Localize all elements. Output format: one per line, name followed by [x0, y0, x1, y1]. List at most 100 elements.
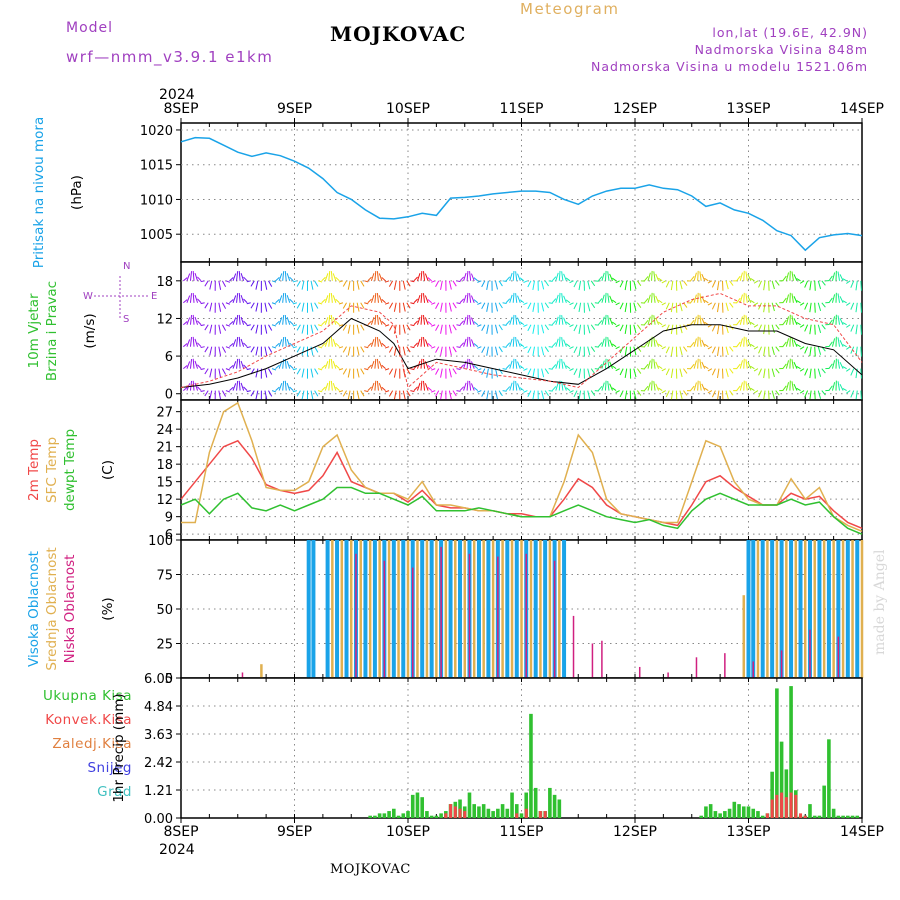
wind-barb — [486, 368, 489, 378]
wind-barb — [615, 302, 620, 306]
wind-barb — [523, 302, 528, 306]
station-title: MOJKOVAC — [330, 22, 467, 46]
wind-barb — [670, 368, 674, 378]
precip-bar-total_precip — [727, 808, 732, 818]
wind-barb — [548, 302, 553, 304]
wind-barb — [644, 363, 649, 369]
wind-barb — [796, 300, 801, 304]
wind-barb — [264, 368, 268, 378]
wind-barb — [624, 302, 628, 313]
cloud-bar-low_cloud — [553, 560, 556, 678]
cloud-bar-mid_cloud — [813, 540, 816, 678]
wind-barb — [697, 380, 699, 391]
wind-barb — [679, 368, 683, 378]
wind-barb — [699, 381, 702, 391]
wind-barb — [477, 390, 482, 393]
wind-barb — [420, 336, 423, 347]
wind-barb — [725, 346, 729, 356]
wind-barb — [771, 346, 775, 356]
wind-barb — [221, 302, 227, 309]
wind-barb — [477, 280, 482, 283]
wind-barb — [565, 277, 571, 282]
wind-barb — [704, 387, 709, 392]
wind-barb — [647, 316, 651, 325]
wind-barb — [821, 368, 826, 374]
wind-barb — [356, 390, 360, 400]
precip-bar-total_precip — [756, 811, 760, 818]
cloud-bar-high_cloud — [505, 540, 510, 678]
cloud-bar-low_cloud — [468, 553, 471, 678]
wind-barb — [314, 390, 319, 397]
wind-barb — [332, 339, 337, 347]
cloud-bar-high_cloud — [807, 540, 812, 678]
wind-barb — [246, 324, 251, 327]
wind-barb — [655, 295, 660, 303]
wind-barb — [317, 302, 323, 305]
wind-barb — [469, 293, 472, 303]
wind-barb — [804, 302, 809, 310]
wind-barb — [197, 386, 202, 391]
precip-bar-total_precip — [519, 813, 524, 818]
wind-barb — [335, 276, 340, 282]
wind-barb — [763, 324, 766, 335]
wind-barb — [569, 346, 574, 350]
wind-barb — [699, 315, 702, 325]
wind-barb — [587, 390, 591, 400]
wind-barb — [289, 276, 294, 282]
wind-barb — [330, 380, 333, 391]
wind-barb — [466, 270, 469, 281]
wind-barb — [785, 316, 790, 325]
wind-barb — [342, 324, 347, 331]
wind-barb — [661, 346, 666, 350]
precip-bar-total_precip — [477, 806, 481, 818]
wind-barb — [544, 368, 549, 375]
cloud-bar-high_cloud — [798, 540, 803, 678]
wind-barb — [782, 297, 787, 304]
wind-barb — [347, 302, 351, 312]
wind-barb — [384, 324, 390, 327]
wind-barb — [225, 346, 231, 349]
wind-barb — [324, 360, 329, 369]
wind-barb — [466, 292, 469, 303]
wind-barb — [189, 315, 193, 325]
wind-barb — [275, 342, 280, 348]
y-tick-label: 1020 — [140, 124, 173, 139]
precip-bar-total_precip — [406, 811, 410, 818]
precip-bar-total_precip — [737, 804, 741, 818]
precip-bar-total_precip — [392, 808, 396, 818]
wind-barb — [406, 280, 411, 287]
wind-barb — [495, 368, 499, 378]
wind-barb — [338, 368, 344, 371]
wind-barb — [321, 298, 326, 304]
wind-barb — [532, 324, 535, 334]
wind-barb — [611, 277, 617, 282]
cloud-bar-mid_cloud — [841, 540, 845, 678]
wind-barb — [736, 275, 741, 282]
wind-barb — [509, 338, 513, 347]
wind-barb — [745, 293, 748, 303]
wind-barb — [785, 272, 790, 281]
wind-barb — [793, 383, 798, 391]
cloud-bar-high_cloud — [817, 540, 822, 678]
wind-barb — [828, 385, 833, 391]
wind-barb — [601, 272, 605, 281]
wind-barb — [209, 390, 213, 400]
wind-barb — [431, 368, 436, 371]
wind-barb — [796, 322, 801, 326]
precip-bar-total_precip — [434, 815, 439, 818]
precip-bar-total_precip — [751, 808, 756, 818]
wind-barb — [321, 342, 326, 348]
wind-barb — [541, 324, 545, 334]
wind-barb — [758, 368, 762, 376]
wind-barb — [469, 271, 472, 281]
wind-barb — [809, 390, 812, 401]
wind-barb — [653, 381, 656, 391]
wind-barb — [707, 280, 713, 284]
wind-barb — [512, 314, 515, 325]
model-name: wrf—nmm_v3.9.1 e1km — [66, 48, 274, 66]
wind-barb — [204, 302, 209, 309]
wind-barb — [282, 380, 285, 391]
panel-pressure: 1005 1010 1015 1020 Pritisak na nivou mora (h… — [31, 117, 863, 268]
wind-barb — [697, 314, 699, 325]
cloud-bar-low_cloud — [241, 672, 244, 678]
